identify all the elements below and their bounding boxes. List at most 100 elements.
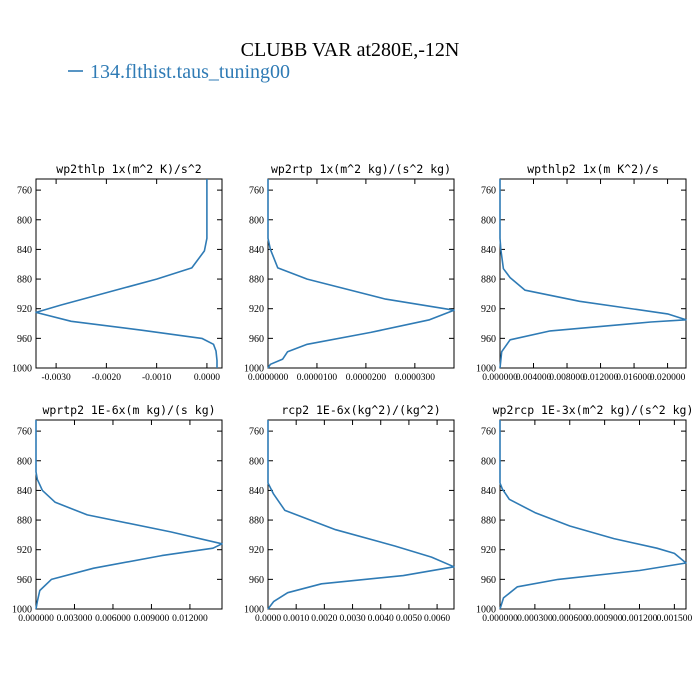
y-tick-label: 920 <box>249 545 264 556</box>
x-tick-label: 0.0000100 <box>297 373 338 383</box>
y-tick-label: 760 <box>17 186 32 197</box>
y-tick-label: 1000 <box>476 605 496 616</box>
panel-title: wprtp2 1E-6x(m kg)/(s kg) <box>42 403 215 417</box>
y-tick-label: 760 <box>249 186 264 197</box>
y-tick-label: 920 <box>249 304 264 315</box>
x-tick-label: 0.012000 <box>172 614 208 624</box>
y-tick-label: 800 <box>481 456 496 467</box>
panel-title: wp2rtp 1x(m^2 kg)/(s^2 kg) <box>271 162 451 176</box>
figure-title: CLUBB VAR at280E,-12N <box>241 39 460 61</box>
legend: 134.flthist.taus_tuning00 <box>68 61 290 83</box>
y-tick-label: 840 <box>249 245 264 256</box>
y-tick-label: 1000 <box>12 605 32 616</box>
panel-title: wpthlp2 1x(m K^2)/s <box>527 162 659 176</box>
y-tick-label: 1000 <box>244 605 264 616</box>
x-tick-label: 0.004000 <box>516 373 552 383</box>
y-tick-label: 880 <box>249 516 264 527</box>
panel-title: rcp2 1E-6x(kg^2)/(kg^2) <box>281 403 440 417</box>
x-tick-label: -0.0020 <box>92 373 122 383</box>
x-tick-label: 0.0000 <box>194 373 220 383</box>
x-tick-label: 0.0060 <box>424 614 450 624</box>
y-tick-label: 960 <box>481 334 496 345</box>
y-tick-label: 840 <box>481 245 496 256</box>
series-line <box>35 179 218 368</box>
x-tick-label: 0.000000 <box>482 614 518 624</box>
chart-panel: rcp2 1E-6x(kg^2)/(kg^2) 760 800 840 880 920 96… <box>244 403 455 624</box>
x-tick-label: 0.0000 <box>255 614 281 624</box>
chart-panel: wp2rtp 1x(m^2 kg)/(s^2 kg) 760 800 840 880 92… <box>244 162 455 383</box>
x-tick-label: 0.001500 <box>657 614 693 624</box>
x-tick-label: 0.006000 <box>95 614 131 624</box>
y-tick-label: 880 <box>17 516 32 527</box>
plot-frame <box>35 419 223 610</box>
chart-panel: wpthlp2 1x(m K^2)/s 760 800 840 880 920 960 100… <box>476 162 687 383</box>
x-tick-label: 0.000000 <box>482 373 518 383</box>
plot-frame <box>499 419 687 610</box>
y-tick-label: 960 <box>249 575 264 586</box>
x-tick-label: 0.0000000 <box>248 373 289 383</box>
legend-label: 134.flthist.taus_tuning00 <box>90 61 290 83</box>
y-tick-label: 960 <box>17 575 32 586</box>
panel-title: wp2thlp 1x(m^2 K)/s^2 <box>56 162 201 176</box>
x-tick-label: 0.0010 <box>283 614 309 624</box>
x-tick-label: -0.0010 <box>142 373 172 383</box>
plot-frame <box>35 178 223 369</box>
x-tick-label: 0.0020 <box>311 614 337 624</box>
series-line <box>267 420 455 610</box>
x-tick-label: 0.016000 <box>616 373 652 383</box>
y-tick-label: 840 <box>481 486 496 497</box>
y-tick-label: 800 <box>249 456 264 467</box>
y-tick-label: 760 <box>249 427 264 438</box>
y-tick-label: 880 <box>481 516 496 527</box>
y-tick-label: 800 <box>481 215 496 226</box>
x-tick-label: 0.000600 <box>552 614 588 624</box>
x-tick-label: 0.0000200 <box>346 373 387 383</box>
y-tick-label: 800 <box>17 456 32 467</box>
y-tick-label: 800 <box>17 215 32 226</box>
x-tick-label: 0.001200 <box>622 614 658 624</box>
series-line <box>499 420 687 610</box>
x-tick-label: 0.000000 <box>18 614 54 624</box>
y-tick-label: 760 <box>481 186 496 197</box>
y-tick-label: 840 <box>17 486 32 497</box>
y-tick-label: 840 <box>249 486 264 497</box>
x-tick-label: 0.003000 <box>57 614 93 624</box>
y-tick-label: 960 <box>481 575 496 586</box>
plot-frame <box>267 419 455 610</box>
y-tick-label: 760 <box>17 427 32 438</box>
y-tick-label: 920 <box>17 304 32 315</box>
y-tick-label: 880 <box>17 275 32 286</box>
plot-frame <box>267 178 455 369</box>
x-tick-label: -0.0030 <box>41 373 71 383</box>
chart-panel: wp2rcp 1E-3x(m^2 kg)/(s^2 kg) 760 800 840 88… <box>476 403 693 624</box>
x-tick-label: 0.020000 <box>650 373 686 383</box>
y-tick-label: 800 <box>249 215 264 226</box>
y-tick-label: 880 <box>249 275 264 286</box>
y-tick-label: 920 <box>481 304 496 315</box>
x-tick-label: 0.0030 <box>339 614 365 624</box>
y-tick-label: 1000 <box>12 364 32 375</box>
chart-panel: wp2thlp 1x(m^2 K)/s^2 760 800 840 880 920 960 1… <box>12 162 223 383</box>
y-tick-label: 960 <box>17 334 32 345</box>
y-tick-label: 880 <box>481 275 496 286</box>
x-tick-label: 0.000900 <box>587 614 623 624</box>
y-tick-label: 1000 <box>244 364 264 375</box>
y-tick-label: 1000 <box>476 364 496 375</box>
x-tick-label: 0.008000 <box>549 373 585 383</box>
series-line <box>267 179 455 369</box>
panel-title: wp2rcp 1E-3x(m^2 kg)/(s^2 kg) <box>493 403 694 417</box>
x-tick-label: 0.000300 <box>517 614 553 624</box>
chart-panel: wprtp2 1E-6x(m kg)/(s kg) 760 800 840 880 920… <box>12 403 223 624</box>
x-tick-label: 0.0050 <box>396 614 422 624</box>
y-tick-label: 960 <box>249 334 264 345</box>
y-tick-label: 920 <box>481 545 496 556</box>
series-line <box>35 420 223 610</box>
x-tick-label: 0.012000 <box>583 373 619 383</box>
y-tick-label: 840 <box>17 245 32 256</box>
panels-grid: wp2thlp 1x(m^2 K)/s^2 760 800 840 880 920 960 1… <box>12 162 693 624</box>
plot-frame <box>499 178 687 369</box>
x-tick-label: 0.009000 <box>134 614 170 624</box>
y-tick-label: 760 <box>481 427 496 438</box>
series-line <box>499 179 687 369</box>
